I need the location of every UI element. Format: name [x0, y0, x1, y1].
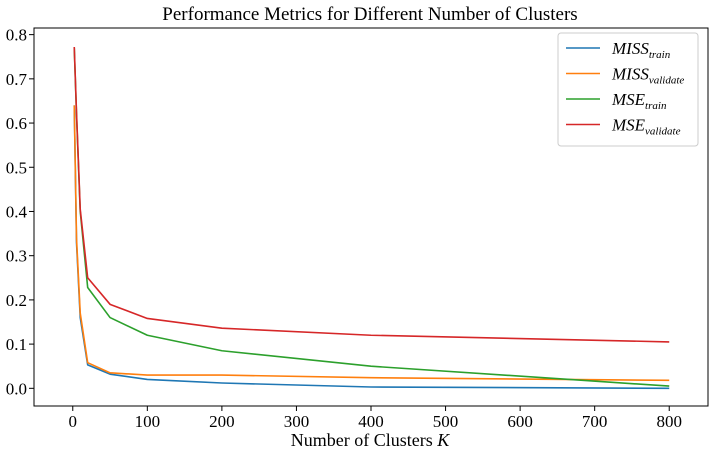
- y-tick-label: 0.5: [6, 158, 27, 177]
- series-line-miss-train: [73, 105, 670, 390]
- chart-title: Performance Metrics for Different Number…: [162, 4, 577, 25]
- x-tick-label: 300: [284, 412, 310, 431]
- x-tick-label: 100: [135, 412, 161, 431]
- legend-entry: MSEvalidate: [611, 116, 681, 138]
- x-tick-label: 400: [358, 412, 384, 431]
- y-tick-label: 0.4: [6, 202, 28, 221]
- legend-entry-name: MSE: [611, 90, 646, 109]
- x-axis-label: Number of Clusters K: [291, 430, 450, 450]
- series-line-miss-validate: [73, 105, 670, 382]
- legend-entry-subscript: validate: [649, 75, 685, 87]
- legend-entry: MISStrain: [611, 39, 671, 61]
- x-tick-label: 700: [582, 412, 608, 431]
- legend-entry-name: MISS: [611, 65, 649, 84]
- y-tick-label: 0.2: [6, 291, 27, 310]
- x-tick-label: 200: [209, 412, 235, 431]
- x-tick-label: 600: [507, 412, 533, 431]
- y-tick-label: 0.3: [6, 247, 27, 266]
- x-tick-label: 500: [433, 412, 459, 431]
- y-tick-label: 0.0: [6, 379, 27, 398]
- y-tick-label: 0.8: [6, 26, 27, 45]
- legend-entry-subscript: train: [645, 100, 667, 112]
- y-tick-label: 0.6: [6, 114, 27, 133]
- legend-entry-name: MSE: [611, 116, 646, 135]
- legend-entry: MISSvalidate: [611, 65, 684, 87]
- y-tick-label: 0.1: [6, 335, 27, 354]
- legend-entry-subscript: validate: [645, 126, 681, 138]
- y-axis: 0.0 0.1 0.2 0.3 0.4 0.5 0.6 0.7 0.8: [6, 26, 34, 398]
- x-tick-label: 800: [656, 412, 682, 431]
- y-tick-label: 0.7: [6, 70, 28, 89]
- series-line-mse-validate: [73, 46, 670, 343]
- x-tick-label: 0: [69, 412, 78, 431]
- x-axis: 0 100 200 300 400 500 600 700 800: [69, 406, 682, 431]
- legend-entry-subscript: train: [649, 49, 671, 61]
- legend-entry-name: MISS: [611, 39, 649, 58]
- legend-frame: [557, 32, 699, 147]
- series-lines: [73, 46, 670, 390]
- legend-entry: MSEtrain: [611, 90, 667, 112]
